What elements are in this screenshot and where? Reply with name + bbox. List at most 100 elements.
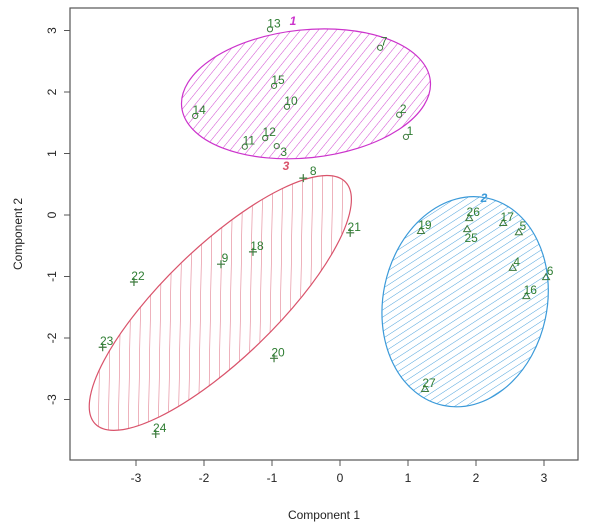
plus-marker — [98, 343, 107, 352]
triangle-marker — [541, 272, 551, 281]
point-label: 12 — [263, 125, 277, 139]
x-tick-label: -3 — [131, 471, 142, 485]
point-label: 23 — [100, 334, 114, 348]
triangle-marker — [508, 263, 518, 271]
y-axis-label: Component 2 — [11, 198, 25, 270]
x-tick-label: -2 — [199, 471, 210, 485]
circle-marker — [192, 112, 199, 120]
plus-marker — [248, 247, 257, 256]
plus-marker — [151, 429, 160, 438]
cluster-label-1: 1 — [290, 14, 297, 28]
point-label: 13 — [267, 16, 281, 30]
data-point: 1 — [402, 124, 414, 140]
data-point: 2 — [396, 102, 407, 118]
data-point: 26 — [464, 205, 481, 222]
data-point: 7 — [377, 35, 388, 51]
data-point: 22 — [129, 269, 145, 287]
point-label: 21 — [348, 220, 362, 234]
x-tick-label: 3 — [541, 471, 548, 485]
cluster-ellipse-2 — [381, 196, 549, 408]
plus-marker — [346, 228, 355, 237]
data-point: 8 — [299, 164, 317, 183]
point-label: 14 — [192, 103, 206, 117]
triangle-marker — [498, 218, 508, 226]
cluster-label-3: 3 — [283, 159, 290, 173]
plus-marker — [217, 260, 225, 269]
x-tick-label: 2 — [473, 471, 480, 485]
data-point: 17 — [498, 210, 515, 226]
data-point: 6 — [541, 264, 554, 281]
data-point: 18 — [248, 239, 264, 256]
plus-marker — [129, 278, 138, 287]
point-label: 18 — [250, 239, 264, 253]
circle-marker — [266, 26, 274, 33]
point-label: 9 — [222, 251, 229, 265]
y-tick-label: 1 — [45, 150, 59, 157]
circle-marker — [241, 143, 248, 150]
data-point: 10 — [283, 94, 298, 110]
cluster-label-2: 2 — [480, 191, 488, 205]
triangle-marker — [420, 384, 430, 393]
circle-marker — [396, 111, 403, 118]
point-label: 17 — [501, 210, 515, 224]
x-axis-label: Component 1 — [288, 508, 360, 522]
data-point: 23 — [98, 334, 114, 352]
data-point: 5 — [514, 219, 526, 236]
plot-frame — [69, 7, 579, 461]
triangle-marker — [514, 227, 524, 236]
data-point: 20 — [270, 345, 285, 363]
triangle-marker — [521, 291, 531, 300]
point-label: 11 — [243, 134, 256, 148]
point-label: 2 — [400, 102, 407, 116]
x-tick-label: -1 — [267, 471, 278, 485]
point-label: 19 — [418, 218, 432, 232]
data-point: 16 — [521, 283, 538, 300]
point-label: 7 — [381, 35, 388, 49]
point-label: 15 — [271, 73, 285, 87]
data-point: 3 — [273, 143, 287, 159]
x-tick-label: 1 — [405, 471, 412, 485]
circle-marker — [377, 44, 384, 51]
point-label: 4 — [513, 255, 520, 269]
y-tick-label: -3 — [45, 394, 59, 405]
point-label: 10 — [284, 94, 298, 108]
data-point: 12 — [262, 125, 277, 142]
data-point: 19 — [416, 218, 432, 234]
point-label: 16 — [524, 283, 538, 297]
point-label: 6 — [547, 264, 554, 278]
data-point: 11 — [241, 134, 256, 150]
data-point: 14 — [192, 103, 206, 120]
x-tick-label: 0 — [337, 471, 344, 485]
circle-marker — [402, 133, 410, 140]
data-point: 25 — [462, 224, 478, 245]
data-point: 4 — [508, 255, 520, 271]
point-label: 3 — [280, 145, 287, 159]
triangle-marker — [462, 224, 472, 233]
circle-marker — [283, 103, 291, 110]
circle-marker — [262, 135, 269, 142]
plus-marker — [270, 354, 279, 363]
point-label: 25 — [464, 231, 478, 245]
y-tick-label: 3 — [45, 27, 59, 34]
data-point: 9 — [217, 251, 229, 269]
cluster-ellipse-1 — [180, 28, 432, 160]
y-tick-label: -1 — [45, 271, 59, 282]
data-point: 24 — [151, 421, 167, 438]
y-tick-label: -2 — [45, 332, 59, 343]
cluster-ellipse-3 — [88, 174, 352, 431]
circle-marker — [270, 82, 278, 89]
triangle-marker — [416, 226, 426, 234]
point-label: 5 — [519, 219, 526, 233]
data-point: 13 — [266, 16, 281, 33]
point-label: 8 — [310, 164, 317, 178]
data-point: 27 — [420, 376, 436, 393]
point-label: 26 — [467, 205, 481, 219]
point-label: 27 — [422, 376, 436, 390]
triangle-marker — [464, 213, 474, 222]
y-tick-label: 2 — [45, 88, 59, 95]
point-label: 24 — [153, 421, 167, 435]
data-point: 21 — [346, 220, 361, 237]
point-label: 20 — [271, 345, 285, 359]
data-point: 15 — [270, 73, 285, 89]
